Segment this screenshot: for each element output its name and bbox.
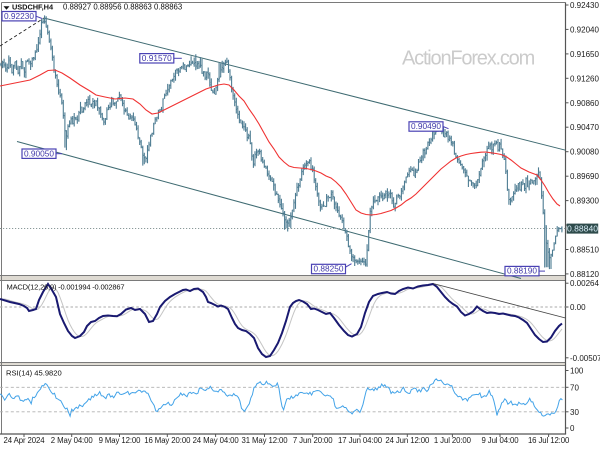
svg-text:0.00264: 0.00264 <box>570 279 599 288</box>
svg-text:1 Jul 20:00: 1 Jul 20:00 <box>434 436 472 445</box>
svg-text:MACD(12,26,9) -0.001994 -0.002: MACD(12,26,9) -0.001994 -0.002867 <box>7 282 125 291</box>
svg-text:30: 30 <box>570 408 579 417</box>
svg-text:-0.005077: -0.005077 <box>570 354 600 363</box>
svg-text:0: 0 <box>570 424 575 433</box>
svg-text:0.92430: 0.92430 <box>570 1 599 10</box>
svg-text:24 Apr 2024: 24 Apr 2024 <box>4 436 46 445</box>
svg-text:24 Jun 12:00: 24 Jun 12:00 <box>385 436 430 445</box>
svg-text:17 Jun 04:00: 17 Jun 04:00 <box>338 436 383 445</box>
svg-text:9 May 12:00: 9 May 12:00 <box>99 436 142 445</box>
svg-text:0.88250: 0.88250 <box>314 264 344 274</box>
svg-text:100: 100 <box>570 367 584 376</box>
svg-text:0.90050: 0.90050 <box>24 148 54 158</box>
svg-text:16 May 20:00: 16 May 20:00 <box>144 436 191 445</box>
svg-text:0.88190: 0.88190 <box>507 266 537 276</box>
svg-text:0.90080: 0.90080 <box>570 148 599 157</box>
svg-text:0.90490: 0.90490 <box>411 121 441 131</box>
svg-text:0.88510: 0.88510 <box>570 246 599 255</box>
svg-text:RSI(14) 45.9820: RSI(14) 45.9820 <box>6 369 62 378</box>
svg-text:16 Jul 12:00: 16 Jul 12:00 <box>528 436 570 445</box>
svg-text:7 Jun 20:00: 7 Jun 20:00 <box>293 436 333 445</box>
svg-text:0.91260: 0.91260 <box>570 74 599 83</box>
svg-text:0.88927 0.88956 0.88863 0.8886: 0.88927 0.88956 0.88863 0.88863 <box>63 3 182 12</box>
svg-text:0.90860: 0.90860 <box>570 99 599 108</box>
svg-text:2 May 04:00: 2 May 04:00 <box>51 436 94 445</box>
svg-text:0.88120: 0.88120 <box>570 270 599 279</box>
svg-text:24 May 04:00: 24 May 04:00 <box>193 436 240 445</box>
svg-text:31 May 12:00: 31 May 12:00 <box>241 436 288 445</box>
svg-text:0.91570: 0.91570 <box>142 53 172 63</box>
svg-text:0.89690: 0.89690 <box>570 172 599 181</box>
svg-text:0.89300: 0.89300 <box>570 197 599 206</box>
svg-text:0.90470: 0.90470 <box>570 123 599 132</box>
svg-text:0.88840: 0.88840 <box>567 224 598 234</box>
svg-text:9 Jul 04:00: 9 Jul 04:00 <box>481 436 519 445</box>
svg-text:ActionForex.com: ActionForex.com <box>402 48 535 70</box>
svg-text:0.91650: 0.91650 <box>570 50 599 59</box>
svg-text:0.92040: 0.92040 <box>570 26 599 35</box>
svg-text:0.00: 0.00 <box>570 303 586 312</box>
svg-text:USDCHF,H4: USDCHF,H4 <box>12 3 54 12</box>
svg-text:70: 70 <box>570 383 579 392</box>
svg-text:0.92230: 0.92230 <box>4 11 34 21</box>
